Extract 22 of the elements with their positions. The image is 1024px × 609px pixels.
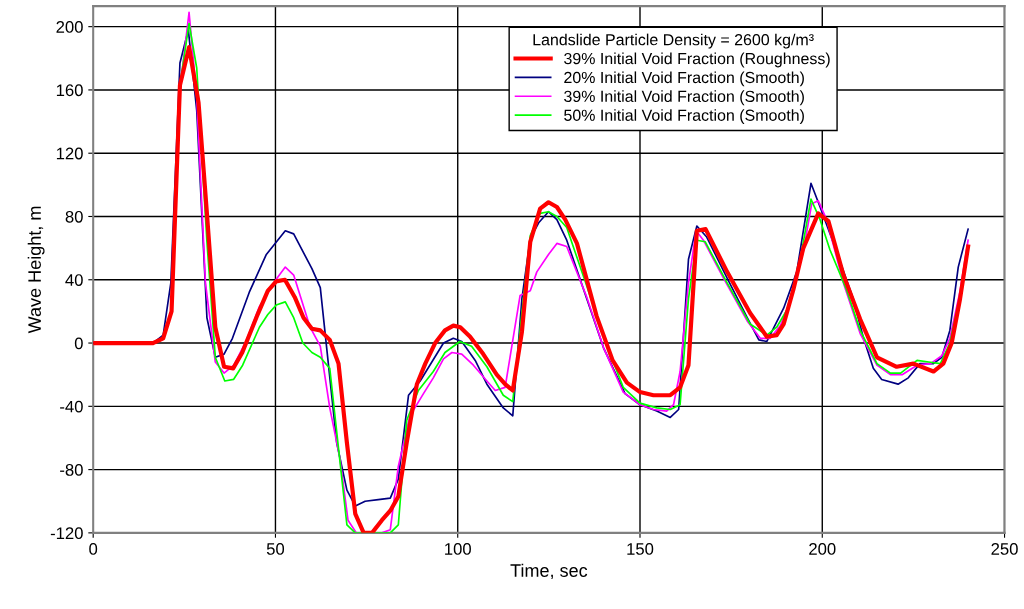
x-tick-label: 0 — [89, 543, 98, 555]
legend-title: Landslide Particle Density = 2600 kg/m³ — [533, 33, 814, 49]
x-tick-label: 50 — [266, 543, 285, 555]
y-tick-label: 160 — [56, 84, 83, 97]
legend-label: 20% Initial Void Fraction (Smooth) — [564, 71, 804, 87]
legend-label: 39% Initial Void Fraction (Roughness) — [564, 52, 830, 68]
y-tick-label: 0 — [74, 337, 83, 350]
legend-label: 39% Initial Void Fraction (Smooth) — [564, 90, 804, 106]
x-tick-label: 200 — [809, 543, 836, 555]
y-tick-label: -120 — [50, 527, 83, 540]
legend-label: 50% Initial Void Fraction (Smooth) — [564, 109, 804, 125]
y-tick-label: 200 — [56, 21, 83, 33]
y-tick-label: 80 — [65, 210, 83, 223]
x-axis-title: Time, sec — [510, 563, 588, 580]
y-tick-label: -40 — [60, 400, 83, 413]
y-tick-label: 120 — [56, 147, 83, 160]
x-tick-label: 250 — [991, 543, 1018, 555]
y-axis-title: Wave Height, m — [27, 206, 45, 334]
y-tick-label: 40 — [65, 274, 83, 286]
x-tick-label: 150 — [627, 543, 654, 555]
y-tick-label: -80 — [60, 464, 83, 476]
x-tick-label: 100 — [445, 543, 471, 555]
